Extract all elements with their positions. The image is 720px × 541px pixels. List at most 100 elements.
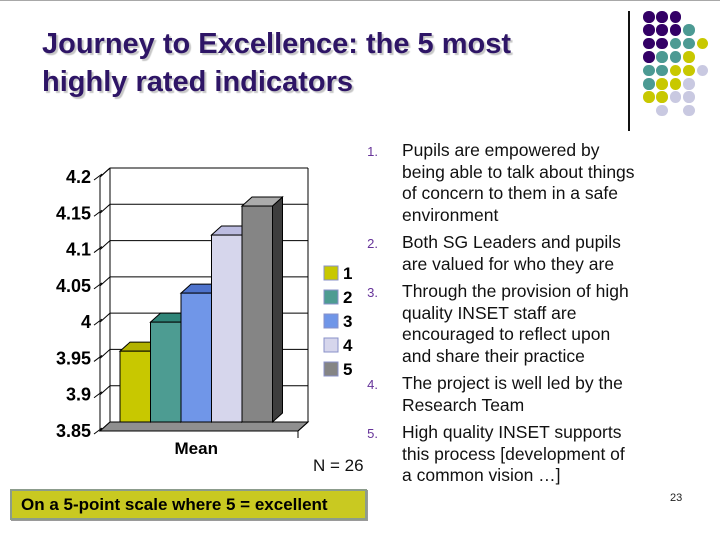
dot xyxy=(669,64,682,77)
y-tick-label: 4.05 xyxy=(56,276,91,296)
dot xyxy=(643,51,655,63)
dot xyxy=(683,78,695,90)
legend-swatch-5 xyxy=(323,361,339,377)
x-axis-depth xyxy=(297,421,309,432)
bar-2 xyxy=(150,321,182,423)
scale-note-box: On a 5-point scale where 5 = excellent xyxy=(10,489,367,520)
y-tick xyxy=(93,173,103,181)
dot xyxy=(669,78,682,90)
y-tick xyxy=(93,427,103,435)
bar-5 xyxy=(241,205,273,423)
dot xyxy=(669,51,682,63)
x-axis-label: Mean xyxy=(175,439,218,458)
list-item: 5. High quality INSET supports this proc… xyxy=(360,422,672,487)
gridline-depth xyxy=(99,240,111,250)
page-number: 23 xyxy=(670,492,683,504)
list-item-text: Both SG Leaders and pupils are valued fo… xyxy=(402,232,621,274)
dot xyxy=(656,64,668,77)
dot xyxy=(683,24,695,36)
bar-side-5 xyxy=(272,195,283,424)
dot xyxy=(656,37,668,50)
legend-label-4: 4 xyxy=(343,336,353,355)
scale-note-text: On a 5-point scale where 5 = excellent xyxy=(21,495,328,514)
y-tick-label: 3.95 xyxy=(56,348,91,368)
gridline-depth xyxy=(99,385,111,396)
gridline-depth xyxy=(99,276,111,287)
legend-swatch-1 xyxy=(323,265,339,281)
legend-swatch-4 xyxy=(323,337,339,353)
list-item-text: Through the provision of high quality IN… xyxy=(402,281,629,366)
list-item-text: Pupils are empowered by being able to ta… xyxy=(402,140,635,225)
bar-chart-svg: 4.2 4.15 4.1 4.05 4 3.95 3.9 3.85 Mean 1 2 3 4 5 xyxy=(56,167,353,458)
dot xyxy=(643,78,655,90)
list-item-number: 1. xyxy=(367,144,378,159)
slide-title: Journey to Excellence: the 5 most highly… xyxy=(42,25,622,101)
sample-size-label: N = 26 xyxy=(313,456,364,475)
y-tick xyxy=(93,391,103,399)
list-item-number: 5. xyxy=(367,426,378,441)
dot xyxy=(683,37,695,50)
dot xyxy=(696,64,709,77)
dots-decoration xyxy=(643,11,718,123)
y-tick-label: 3.85 xyxy=(56,421,91,441)
y-tick-label: 4 xyxy=(81,312,91,332)
list-item: 4. The project is well led by the Resear… xyxy=(360,373,672,416)
dot xyxy=(683,91,695,103)
list-item-number: 3. xyxy=(367,285,378,300)
dot xyxy=(683,64,695,77)
list-item: 1. Pupils are empowered by being able to… xyxy=(360,140,672,226)
y-tick-label: 4.2 xyxy=(66,167,91,187)
legend-label-2: 2 xyxy=(343,288,352,307)
dot xyxy=(669,24,682,36)
y-tick-label: 4.1 xyxy=(66,240,91,260)
y-tick xyxy=(93,282,103,290)
dot xyxy=(696,37,709,50)
dot xyxy=(669,37,682,50)
y-tick xyxy=(93,246,103,253)
list-item-number: 4. xyxy=(367,377,378,392)
dot xyxy=(643,91,655,103)
dot xyxy=(656,91,668,103)
dot xyxy=(669,91,682,103)
gridline-depth xyxy=(99,349,111,359)
dot xyxy=(683,104,695,117)
dot xyxy=(656,51,668,63)
divider-line xyxy=(628,11,630,131)
dot xyxy=(643,11,655,23)
dot xyxy=(656,104,668,117)
y-tick xyxy=(93,355,103,362)
y-tick-label: 3.9 xyxy=(66,385,91,405)
title-line-1: Journey to Excellence: the 5 most xyxy=(42,28,511,60)
bar-3 xyxy=(180,292,212,423)
y-tick-label: 4.15 xyxy=(56,203,91,223)
bar-4 xyxy=(211,234,243,423)
dot xyxy=(643,24,655,36)
chart-floor xyxy=(98,421,310,432)
legend-label-1: 1 xyxy=(343,264,352,283)
list-item-text: The project is well led by the Research … xyxy=(402,373,623,415)
dot xyxy=(656,24,668,36)
list-item: 3. Through the provision of high quality… xyxy=(360,281,672,367)
legend-label-3: 3 xyxy=(343,312,352,331)
y-tick xyxy=(93,209,103,217)
dot xyxy=(656,11,668,23)
legend-swatch-2 xyxy=(323,289,339,305)
dot xyxy=(669,11,682,23)
y-axis-top-depth xyxy=(99,167,111,178)
gridline-depth xyxy=(99,203,111,214)
legend-label-5: 5 xyxy=(343,360,352,379)
gridline-depth xyxy=(99,312,111,323)
title-line-2: highly rated indicators xyxy=(42,66,353,98)
dot xyxy=(683,51,695,63)
dot xyxy=(656,78,668,90)
bar-1 xyxy=(119,350,151,423)
mean-bar-chart: 4.2 4.15 4.1 4.05 4 3.95 3.9 3.85 Mean 1 2 3 4 5 xyxy=(8,151,360,463)
list-item: 2. Both SG Leaders and pupils are valued… xyxy=(360,232,672,275)
indicator-list: 1. Pupils are empowered by being able to… xyxy=(360,140,672,493)
y-tick xyxy=(93,318,103,326)
legend-swatch-3 xyxy=(323,313,339,329)
dot xyxy=(643,37,655,50)
list-item-number: 2. xyxy=(367,236,378,251)
dot xyxy=(643,64,655,77)
